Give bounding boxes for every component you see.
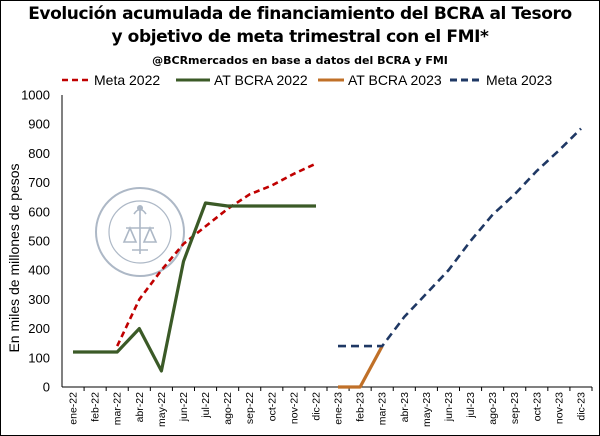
x-tick-label: ene-22: [68, 392, 80, 425]
x-axis-ticks: ene-22 feb-22 mar-22 abr-22 may-22 jun-22 jul-…: [68, 387, 593, 427]
chart-subtitle: @BCRmercados en base a datos del BCRA y …: [152, 54, 448, 67]
legend-label: Meta 2023: [486, 72, 553, 88]
chart-title-line-1: Evolución acumulada de financiamiento de…: [28, 4, 572, 24]
y-tick-label: 100: [28, 350, 50, 365]
x-tick-label: jul-23: [465, 392, 477, 419]
x-tick-label: mar-23: [377, 392, 389, 425]
legend-item-meta-2023: Meta 2023: [450, 72, 552, 88]
y-tick-label: 900: [28, 117, 50, 132]
x-tick-label: ago-23: [487, 392, 499, 425]
series-lines: [73, 127, 582, 389]
x-tick-label: jun-23: [443, 392, 455, 422]
x-tick-label: oct-23: [531, 392, 543, 421]
y-tick-label: 600: [28, 204, 50, 219]
x-tick-label: sep-22: [244, 392, 256, 424]
x-tick-label: oct-22: [266, 392, 278, 421]
y-axis-label: En miles de millones de pesos: [6, 163, 22, 352]
x-tick-label: may-22: [156, 392, 168, 427]
x-tick-label: nov-22: [288, 392, 300, 424]
chart-title-line-2: y objetivo de meta trimestral con el FMI…: [111, 27, 489, 47]
y-tick-label: 300: [28, 292, 50, 307]
y-tick-label: 700: [28, 175, 50, 190]
axes: [61, 95, 592, 388]
x-tick-label: may-23: [421, 392, 433, 427]
legend-label: Meta 2022: [94, 72, 161, 88]
y-axis-ticks: 0 100 200 300 400 500 600 700 800 900 1000: [21, 88, 50, 395]
legend-item-at-bcra-2023: AT BCRA 2023: [318, 72, 442, 88]
x-tick-label: dic-22: [310, 392, 322, 421]
bolsa-de-comercio-de-rosario-seal: [95, 187, 185, 277]
legend-item-at-bcra-2022: AT BCRA 2022: [176, 72, 308, 88]
x-tick-label: nov-23: [553, 392, 565, 424]
legend-item-meta-2022: Meta 2022: [62, 72, 160, 88]
legend-label: AT BCRA 2022: [214, 72, 308, 88]
y-tick-label: 200: [28, 321, 50, 336]
x-tick-label: abr-22: [134, 392, 146, 423]
y-tick-label: 400: [28, 263, 50, 278]
series-line-meta-2022: [116, 162, 317, 347]
legend-label: AT BCRA 2023: [348, 72, 442, 88]
legend: Meta 2022 AT BCRA 2022 AT BCRA 2023 Meta…: [0, 72, 600, 92]
x-tick-label: ene-23: [333, 392, 345, 425]
series-line-at-bcra-2022: [73, 201, 316, 373]
x-tick-label: dic-23: [575, 392, 587, 421]
y-tick-label: 500: [28, 234, 50, 249]
x-tick-label: mar-22: [112, 392, 124, 425]
y-tick-label: 800: [28, 146, 50, 161]
x-tick-label: jul-22: [200, 392, 212, 419]
y-tick-label: 0: [43, 380, 50, 395]
x-tick-label: jun-22: [178, 392, 190, 422]
x-tick-label: feb-23: [355, 392, 367, 422]
x-tick-label: ago-22: [222, 392, 234, 425]
series-line-meta-2023: [338, 127, 582, 348]
y-tick-label: 1000: [21, 88, 50, 103]
series-line-at-bcra-2023: [338, 345, 384, 389]
x-tick-label: abr-23: [399, 392, 411, 423]
x-tick-label: feb-22: [90, 392, 102, 422]
x-tick-label: sep-23: [509, 392, 521, 424]
